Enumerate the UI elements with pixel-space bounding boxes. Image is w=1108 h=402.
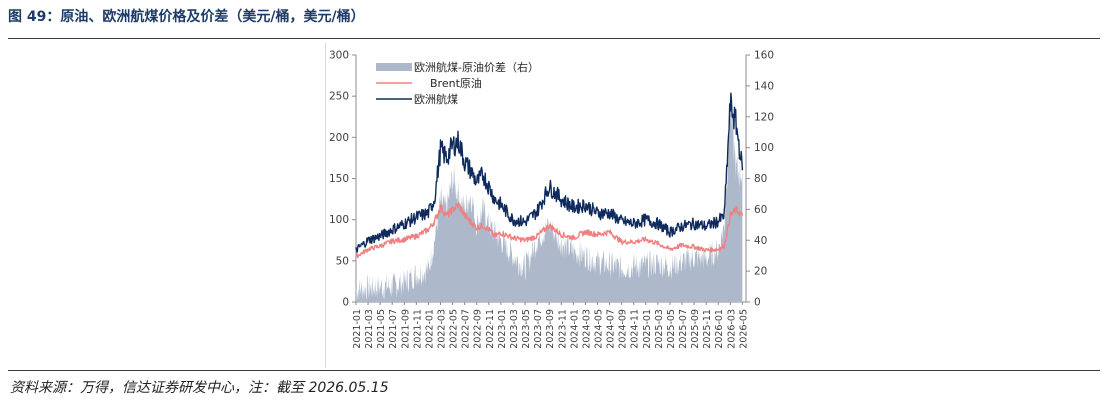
x-tick-label: 2024-09 (618, 309, 629, 349)
page-title: 图 49：原油、欧洲航煤价格及价差（美元/桶，美元/桶） (8, 9, 365, 25)
x-tick-label: 2023-07 (533, 309, 544, 349)
source-note: 资料来源：万得，信达证券研发中心，注：截至 2026.05.15 (10, 380, 389, 396)
x-tick-label: 2026-01 (714, 309, 725, 349)
y-left-tick-label: 300 (329, 50, 349, 62)
x-tick-label: 2025-05 (666, 309, 677, 349)
top-divider (8, 38, 1100, 39)
x-tick-label: 2024-11 (630, 309, 641, 349)
legend-label: Brent原油 (430, 76, 482, 90)
y-right-tick-label: 100 (754, 142, 774, 154)
x-tick-label: 2025-03 (654, 309, 665, 349)
x-tick-label: 2023-01 (497, 309, 508, 349)
x-tick-label: 2024-07 (606, 309, 617, 349)
y-left-tick-label: 50 (336, 255, 349, 267)
x-tick-label: 2024-03 (581, 309, 592, 349)
x-tick-label: 2021-09 (400, 309, 411, 349)
legend-label: 欧洲航煤-原油价差（右） (414, 60, 539, 74)
x-tick-label: 2025-11 (702, 309, 713, 349)
y-right-tick-label: 0 (754, 297, 761, 309)
x-tick-label: 2021-11 (412, 309, 423, 349)
y-right-tick-label: 160 (754, 50, 774, 62)
legend-label: 欧洲航煤 (414, 92, 458, 106)
x-tick-label: 2025-07 (678, 309, 689, 349)
x-tick-label: 2022-11 (485, 309, 496, 349)
x-tick-label: 2024-05 (593, 309, 604, 349)
y-left-tick-label: 200 (329, 132, 349, 144)
x-tick-label: 2026-03 (726, 309, 737, 349)
y-left-tick-label: 0 (342, 297, 349, 309)
x-tick-label: 2022-05 (449, 309, 460, 349)
x-tick-label: 2022-01 (424, 309, 435, 349)
y-right-tick-label: 80 (754, 173, 767, 185)
y-right-tick-label: 120 (754, 111, 774, 123)
x-tick-label: 2021-07 (388, 309, 399, 349)
bottom-divider (8, 370, 1100, 371)
x-tick-label: 2025-09 (690, 309, 701, 349)
x-tick-label: 2023-09 (545, 309, 556, 349)
y-left-tick-label: 250 (329, 91, 349, 103)
x-tick-label: 2023-11 (557, 309, 568, 349)
x-tick-label: 2023-05 (521, 309, 532, 349)
legend-swatch-spread (376, 63, 412, 71)
y-right-tick-label: 140 (754, 80, 774, 92)
x-tick-label: 2022-03 (437, 309, 448, 349)
series-jet-line (355, 92, 744, 253)
y-left-tick-label: 150 (329, 173, 349, 185)
y-left-tick-label: 100 (329, 214, 349, 226)
x-tick-label: 2022-09 (473, 309, 484, 349)
y-right-tick-label: 20 (754, 266, 767, 278)
x-tick-label: 2021-05 (376, 309, 387, 349)
x-tick-label: 2024-01 (569, 309, 580, 349)
x-tick-label: 2021-01 (352, 309, 363, 349)
y-right-tick-label: 40 (754, 235, 767, 247)
x-tick-label: 2022-07 (461, 309, 472, 349)
chart-frame-left (325, 43, 326, 368)
x-tick-label: 2025-01 (642, 309, 653, 349)
series-spread-area (356, 98, 743, 302)
series-brent-line (355, 201, 744, 259)
x-tick-label: 2021-03 (364, 309, 375, 349)
y-right-tick-label: 60 (754, 204, 767, 216)
x-tick-label: 2023-03 (509, 309, 520, 349)
x-tick-label: 2026-05 (738, 309, 749, 349)
